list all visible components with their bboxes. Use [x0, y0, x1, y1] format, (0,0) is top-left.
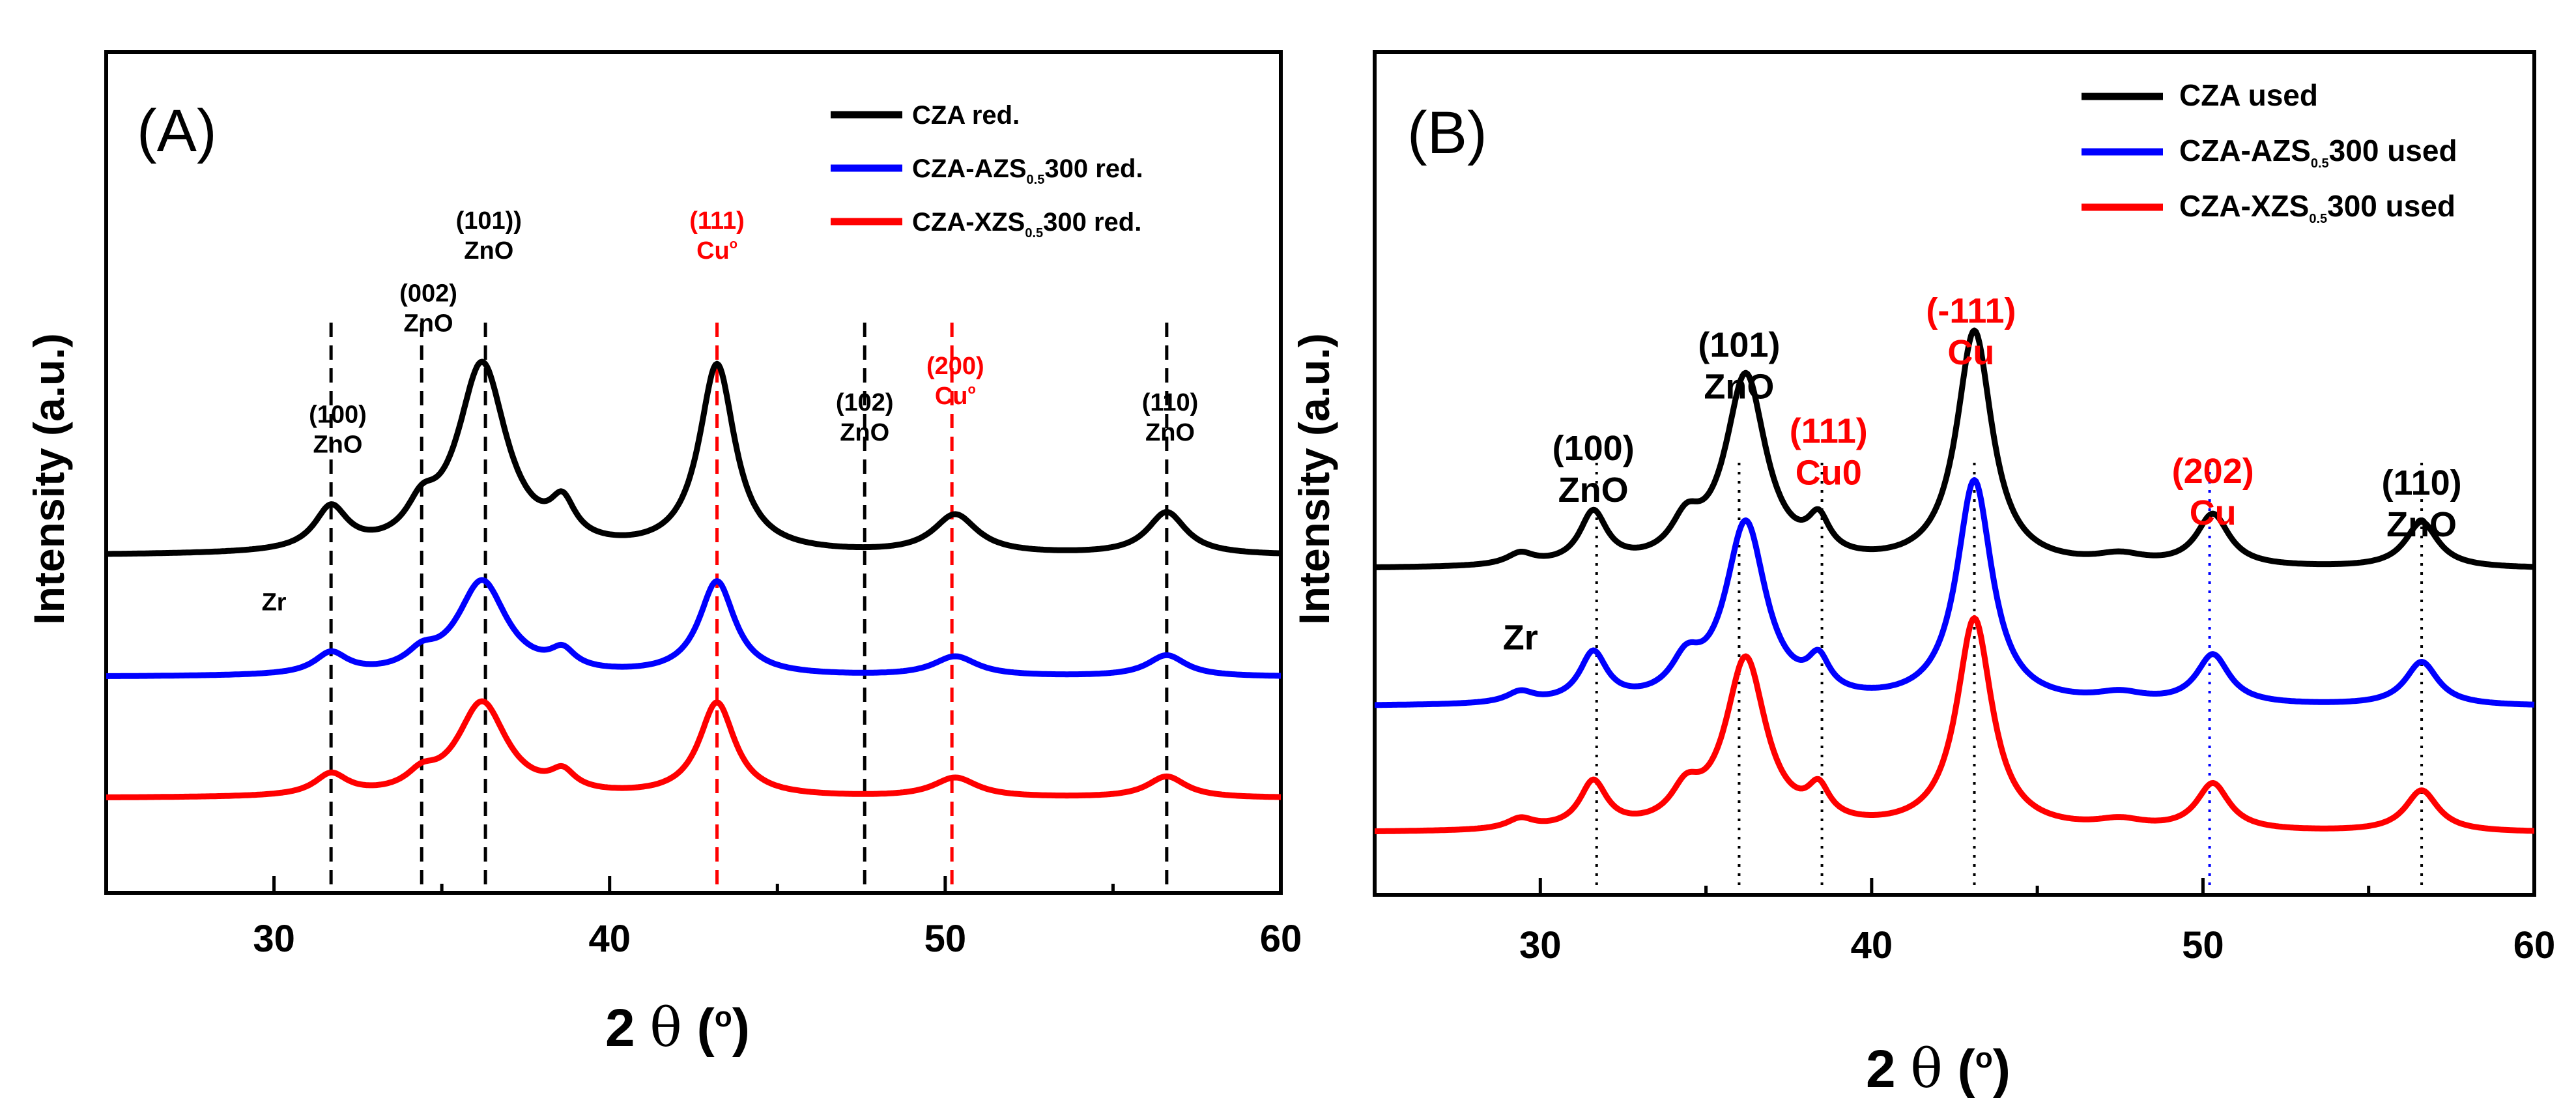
peak-label-hkl: (101) — [1698, 326, 1780, 365]
series-line — [105, 698, 1282, 800]
peak-label-hkl: (110) — [1142, 389, 1199, 416]
x-tick-label: 50 — [924, 918, 967, 960]
x-tick-label: 30 — [1519, 924, 1562, 966]
panel-a: 30 40 50 60(100)ZnO(002)ZnO(101))ZnO(111)Cu… — [25, 50, 1302, 1059]
peak-label-phase-text: ZnO — [1145, 419, 1195, 446]
peak-label-phase-text: ZnO — [1704, 368, 1774, 407]
legend-label-main: CZA-AZS — [912, 154, 1027, 183]
peak-label-hkl: Zr — [1503, 618, 1538, 657]
legend-label-rest: 300 red. — [1044, 154, 1143, 183]
legend-label-main: CZA-XZS — [912, 208, 1025, 237]
x-axis-label-degree: o — [715, 1001, 732, 1033]
plot-frame — [104, 50, 1283, 895]
legend-label-main: CZA used — [2179, 78, 2318, 112]
peak-label-phase: ZnO — [313, 431, 362, 458]
panel-b: 30 40 50 60(100)ZnO(101)ZnO(111)Cu0(-111)Cu… — [1290, 50, 2556, 1100]
x-tick-label: 60 — [1260, 918, 1302, 960]
peak-label-phase-text: ZnO — [404, 310, 453, 337]
x-tick-label: 40 — [1851, 924, 1893, 966]
legend-label: CZA used — [2179, 78, 2318, 112]
peak-label-hkl: (111) — [1790, 412, 1868, 451]
x-axis-label-prefix: 2 — [605, 998, 650, 1058]
legend-label-main: CZA-AZS — [2179, 134, 2311, 167]
x-axis-label-open: ( — [1943, 1039, 1976, 1099]
legend-label-rest: 300 used — [2327, 189, 2455, 223]
x-axis-label-prefix: 2 — [1866, 1039, 1910, 1099]
peak-label-phase-text: Cu — [2190, 493, 2237, 532]
legend-label: CZA-AZS0.5300 used — [2179, 134, 2457, 171]
legend-label-subscript: 0.5 — [2309, 212, 2327, 226]
series-line — [1373, 477, 2536, 708]
series-line — [105, 358, 1282, 557]
x-axis-label: 2 θ (o) — [1866, 1038, 2011, 1100]
peak-label-phase: ZnO — [840, 419, 889, 446]
peak-label-hkl: (111) — [689, 207, 745, 235]
x-axis-label-degree: o — [1975, 1042, 1993, 1074]
legend-label-subscript: 0.5 — [2311, 156, 2329, 171]
y-axis-label: Intensity (a.u.) — [1290, 333, 1338, 624]
peak-label-hkl: (110) — [2382, 463, 2462, 502]
peak-label-hkl: (002) — [399, 280, 457, 307]
peak-label-phase: ZnO — [404, 310, 453, 337]
peak-label-phase-text: ZnO — [840, 419, 889, 446]
peak-label-phase: ZnO — [1704, 368, 1774, 407]
peak-label-hkl: (101)) — [456, 207, 522, 235]
legend-label-main: CZA-XZS — [2179, 189, 2309, 223]
peak-label-phase: Cu — [1947, 333, 1994, 372]
x-axis-label-theta: θ — [1910, 1038, 1942, 1100]
series-line — [105, 577, 1282, 679]
peak-label-phase-superscript: o — [968, 383, 976, 397]
legend-label: CZA red. — [912, 101, 1020, 130]
legend-label-rest: 300 used — [2329, 134, 2457, 167]
peak-label-phase-text: Cu — [935, 383, 968, 410]
peak-label-phase: ZnO — [1558, 471, 1629, 510]
peak-label-phase: Cuo — [696, 237, 737, 265]
plot-frame — [1373, 50, 2536, 897]
peak-label-phase: ZnO — [1145, 419, 1195, 446]
series-line — [1373, 615, 2536, 834]
legend-label-main: CZA red. — [912, 101, 1020, 130]
legend-label-subscript: 0.5 — [1027, 173, 1045, 187]
peak-label-hkl: (102) — [836, 389, 894, 416]
peak-label-phase-text: Cu — [696, 237, 730, 265]
peak-label-hkl: (200) — [926, 353, 984, 380]
peak-label-phase-text: ZnO — [313, 431, 362, 458]
peak-label-phase-text: ZnO — [2386, 505, 2457, 544]
peak-label-hkl: Zr — [262, 589, 287, 617]
x-tick-label: 50 — [2182, 924, 2224, 966]
peak-label-phase: Cu0 — [1796, 454, 1862, 493]
x-tick-label: 40 — [588, 918, 631, 960]
peak-label-phase-superscript: o — [730, 237, 737, 252]
peak-label-hkl: (100) — [1553, 429, 1635, 468]
x-axis-label-close: ) — [732, 998, 750, 1058]
peak-label-phase-text: Cu0 — [1796, 454, 1862, 493]
peak-label-hkl: (100) — [309, 401, 367, 428]
peak-label-phase: Cuo — [935, 383, 976, 410]
x-tick-label: 30 — [253, 918, 295, 960]
series-line — [1373, 327, 2536, 570]
peak-label-hkl: (202) — [2172, 452, 2254, 491]
panel-label: (A) — [137, 98, 217, 164]
panel-label: (B) — [1407, 100, 1487, 166]
x-axis-label: 2 θ (o) — [605, 997, 750, 1059]
legend-label-subscript: 0.5 — [1025, 226, 1043, 240]
legend-label: CZA-XZS0.5300 red. — [912, 208, 1141, 240]
x-tick-label: 60 — [2513, 924, 2556, 966]
peak-label-phase: ZnO — [464, 237, 513, 265]
x-axis-label-theta: θ — [650, 997, 681, 1059]
peak-label-phase-text: ZnO — [1558, 471, 1629, 510]
legend-label: CZA-XZS0.5300 used — [2179, 189, 2455, 226]
legend-label-rest: 300 red. — [1043, 208, 1141, 237]
x-axis-label-close: ) — [1993, 1039, 2011, 1099]
peak-label-hkl: (-111) — [1926, 291, 2016, 330]
peak-label-phase: ZnO — [2386, 505, 2457, 544]
peak-label-phase-text: ZnO — [464, 237, 513, 265]
peak-label-phase: Cu — [2190, 493, 2237, 532]
peak-label-phase-text: Cu — [1947, 333, 1994, 372]
y-axis-label: Intensity (a.u.) — [25, 333, 73, 624]
x-axis-label-open: ( — [682, 998, 715, 1058]
legend-label: CZA-AZS0.5300 red. — [912, 154, 1143, 187]
